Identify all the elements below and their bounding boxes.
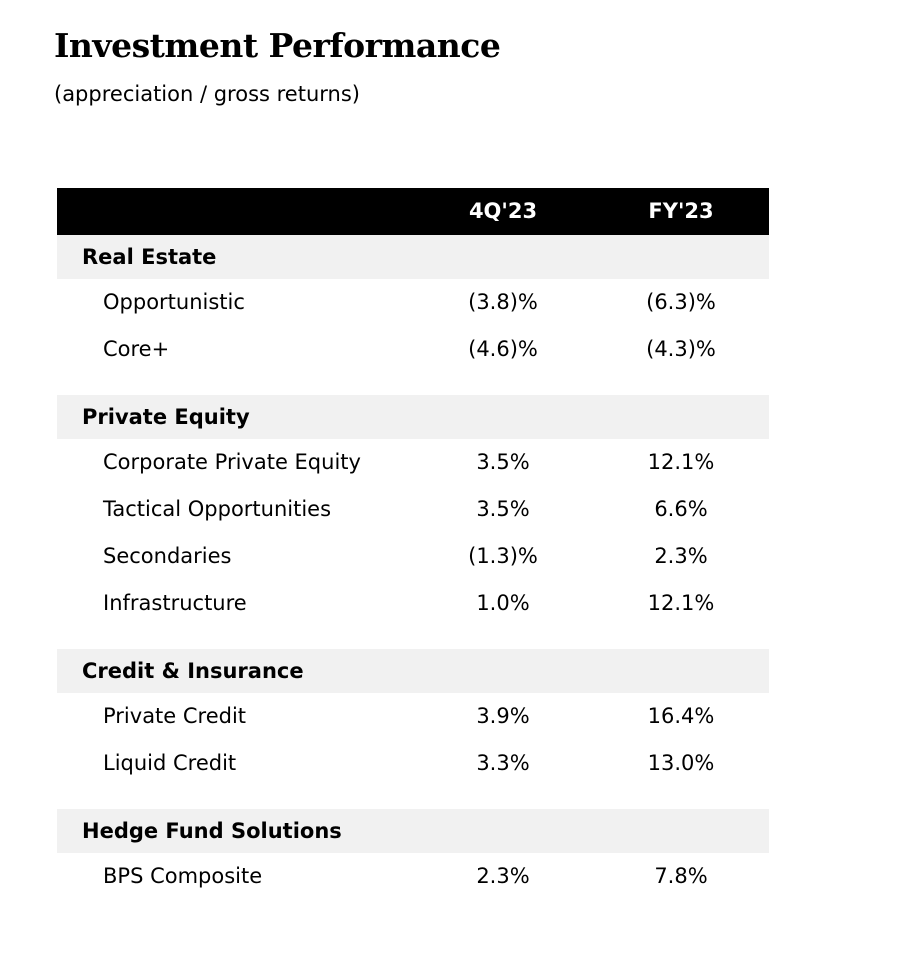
row-label: Opportunistic xyxy=(103,290,245,314)
table-row: Tactical Opportunities 3.5% 6.6% xyxy=(57,486,769,533)
table-header: 4Q'23 FY'23 xyxy=(57,188,769,235)
section-gap xyxy=(57,787,769,809)
table-row: Liquid Credit 3.3% 13.0% xyxy=(57,740,769,787)
performance-table: 4Q'23 FY'23 Real Estate Opportunistic (3… xyxy=(57,188,769,900)
section-credit-insurance: Credit & Insurance Private Credit 3.9% 1… xyxy=(57,649,769,787)
section-header: Real Estate xyxy=(57,235,769,279)
table-row: BPS Composite 2.3% 7.8% xyxy=(57,853,769,900)
value-fy23: (4.3)% xyxy=(646,337,716,361)
value-fy23: 2.3% xyxy=(654,544,708,568)
row-label: Liquid Credit xyxy=(103,751,237,775)
table-row: Private Credit 3.9% 16.4% xyxy=(57,693,769,740)
value-fy23: 13.0% xyxy=(647,751,715,775)
value-4q23: (4.6)% xyxy=(468,337,538,361)
row-label: Tactical Opportunities xyxy=(103,497,332,521)
value-4q23: 2.3% xyxy=(476,864,530,888)
section-gap xyxy=(57,627,769,649)
section-real-estate: Real Estate Opportunistic (3.8)% (6.3)% … xyxy=(57,235,769,373)
row-label: Core+ xyxy=(103,337,170,361)
section-header: Credit & Insurance xyxy=(57,649,769,693)
value-4q23: 3.5% xyxy=(476,497,530,521)
section-private-equity: Private Equity Corporate Private Equity … xyxy=(57,395,769,627)
table-row: Opportunistic (3.8)% (6.3)% xyxy=(57,279,769,326)
value-4q23: 3.5% xyxy=(476,450,530,474)
column-header-fy23: FY'23 xyxy=(648,199,714,223)
section-header: Hedge Fund Solutions xyxy=(57,809,769,853)
value-4q23: 3.3% xyxy=(476,751,530,775)
table-row: Secondaries (1.3)% 2.3% xyxy=(57,533,769,580)
column-header-4q23: 4Q'23 xyxy=(468,199,538,223)
row-label: Infrastructure xyxy=(103,591,247,615)
section-header: Private Equity xyxy=(57,395,769,439)
table-row: Corporate Private Equity 3.5% 12.1% xyxy=(57,439,769,486)
row-label: Secondaries xyxy=(103,544,232,568)
row-label: BPS Composite xyxy=(103,864,263,888)
value-4q23: 3.9% xyxy=(476,704,530,728)
section-hedge-fund-solutions: Hedge Fund Solutions BPS Composite 2.3% … xyxy=(57,809,769,900)
row-label: Private Credit xyxy=(103,704,247,728)
value-fy23: 12.1% xyxy=(647,591,715,615)
value-fy23: (6.3)% xyxy=(646,290,716,314)
page-title: Investment Performance xyxy=(54,26,501,65)
row-label: Corporate Private Equity xyxy=(103,450,361,474)
value-fy23: 16.4% xyxy=(647,704,715,728)
value-4q23: 1.0% xyxy=(476,591,530,615)
value-fy23: 7.8% xyxy=(654,864,708,888)
value-fy23: 12.1% xyxy=(647,450,715,474)
table-row: Core+ (4.6)% (4.3)% xyxy=(57,326,769,373)
value-4q23: (1.3)% xyxy=(468,544,538,568)
value-fy23: 6.6% xyxy=(654,497,708,521)
table-row: Infrastructure 1.0% 12.1% xyxy=(57,580,769,627)
page-subtitle: (appreciation / gross returns) xyxy=(54,82,360,106)
value-4q23: (3.8)% xyxy=(468,290,538,314)
section-gap xyxy=(57,373,769,395)
